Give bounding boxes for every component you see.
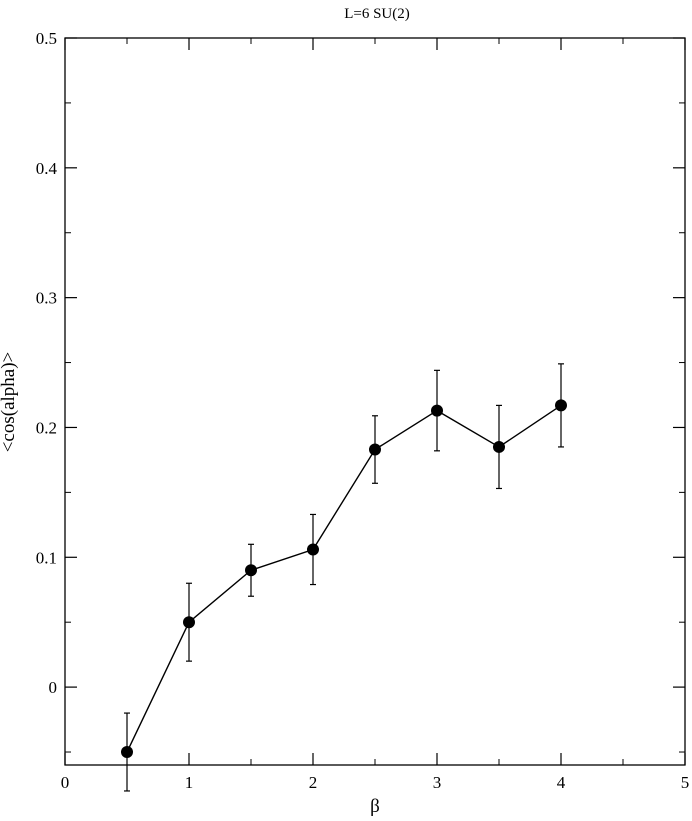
x-tick-label: 2 [309, 773, 318, 792]
data-point [183, 616, 195, 629]
x-tick-label: 0 [61, 773, 70, 792]
series-line-group [126, 404, 562, 753]
data-point [493, 440, 505, 453]
y-axis-label: <cos(alpha)> [0, 352, 19, 453]
x-tick-label: 3 [433, 773, 442, 792]
data-points-group [121, 399, 567, 759]
y-tick-label: 0.3 [36, 289, 57, 308]
x-tick-label: 4 [557, 773, 566, 792]
chart-title: L=6 SU(2) [344, 6, 410, 22]
x-tick-label: 5 [681, 773, 690, 792]
data-point [431, 404, 443, 417]
data-point [307, 543, 319, 556]
error-bars-group [124, 363, 564, 792]
series-line [126, 404, 562, 753]
y-tick-label: 0.5 [36, 29, 57, 48]
x-axis-label: β [370, 796, 380, 817]
plot-frame [64, 37, 686, 766]
x-tick-label: 1 [185, 773, 194, 792]
data-point [555, 399, 567, 412]
y-tick-label: 0.4 [36, 159, 58, 178]
data-point [245, 564, 257, 577]
y-tick-label: 0 [49, 678, 58, 697]
y-tick-label: 0.2 [36, 418, 57, 437]
axis-tick-labels: 0 1 2 3 4 5 0 0.1 0.2 0.3 0.4 0.5 [36, 29, 690, 792]
data-point [121, 746, 133, 759]
axis-ticks [64, 37, 686, 765]
y-tick-label: 0.1 [36, 548, 57, 567]
data-point [369, 443, 381, 456]
